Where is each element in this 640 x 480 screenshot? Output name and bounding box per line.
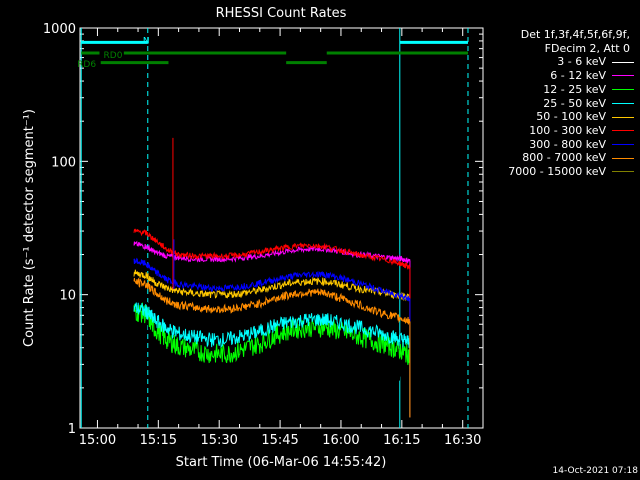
legend-swatch	[612, 171, 634, 173]
x-tick-label: 16:30	[444, 433, 481, 448]
series-line	[133, 257, 411, 302]
legend-label: 50 - 100 keV	[536, 110, 606, 124]
series-line	[133, 302, 411, 349]
legend-entry: 50 - 100 keV	[484, 110, 634, 124]
series-line	[133, 228, 411, 270]
x-tick-label: 15:45	[261, 433, 298, 448]
x-tick-label: 16:15	[383, 433, 420, 448]
y-tick-label: 1	[68, 422, 76, 437]
legend-swatch	[612, 89, 634, 91]
legend-label: 800 - 7000 keV	[522, 151, 606, 165]
legend-entry: 800 - 7000 keV	[484, 151, 634, 165]
x-tick-label: 15:15	[140, 433, 177, 448]
legend-entry: 300 - 800 keV	[484, 138, 634, 152]
legend-swatch	[612, 143, 634, 145]
legend-swatch	[612, 130, 634, 132]
x-tick-label: 15:30	[200, 433, 237, 448]
legend-entry: 3 - 6 keV	[484, 55, 634, 69]
y-tick-label: 1000	[43, 22, 76, 37]
legend: Det 1f,3f,4f,5f,6f,9f, FDecim 2, Att 0 3…	[484, 28, 634, 179]
chart-title: RHESSI Count Rates	[216, 6, 347, 21]
x-axis-label: Start Time (06-Mar-06 14:55:42)	[176, 455, 387, 470]
annotation-rd6: RD6	[77, 60, 96, 70]
legend-label: 100 - 300 keV	[529, 123, 606, 137]
legend-label: 6 - 12 keV	[550, 69, 606, 83]
legend-swatch	[612, 75, 634, 77]
series-line	[133, 277, 411, 325]
annotation-rd0: RD0	[104, 51, 123, 61]
annotation-n: N	[143, 36, 150, 46]
legend-label: 7000 - 15000 keV	[508, 165, 606, 179]
legend-label: 12 - 25 keV	[543, 82, 606, 96]
legend-swatch	[612, 116, 634, 118]
legend-label: 3 - 6 keV	[557, 55, 606, 69]
x-tick-label: 15:00	[79, 433, 116, 448]
legend-swatch	[612, 157, 634, 159]
legend-header-line-2: FDecim 2, Att 0	[544, 41, 630, 55]
legend-label: 300 - 800 keV	[529, 137, 606, 151]
legend-entry: 25 - 50 keV	[484, 97, 634, 111]
legend-entry: 100 - 300 keV	[484, 124, 634, 138]
y-tick-label: 10	[59, 289, 76, 304]
legend-entry: 12 - 25 keV	[484, 83, 634, 97]
series-line	[133, 240, 411, 264]
footer-date: 14-Oct-2021 07:18	[552, 466, 638, 476]
legend-entry: 7000 - 15000 keV	[484, 165, 634, 179]
legend-swatch	[612, 102, 634, 104]
legend-header-line-1: Det 1f,3f,4f,5f,6f,9f,	[520, 28, 630, 41]
x-tick-label: 16:00	[322, 433, 359, 448]
legend-label: 25 - 50 keV	[543, 96, 606, 110]
plot-frame	[79, 27, 484, 429]
y-axis-label: Count Rate (s⁻¹ detector segment⁻¹)	[22, 109, 37, 347]
legend-swatch	[612, 61, 634, 63]
legend-entry: 6 - 12 keV	[484, 69, 634, 83]
y-tick-label: 100	[51, 155, 76, 170]
